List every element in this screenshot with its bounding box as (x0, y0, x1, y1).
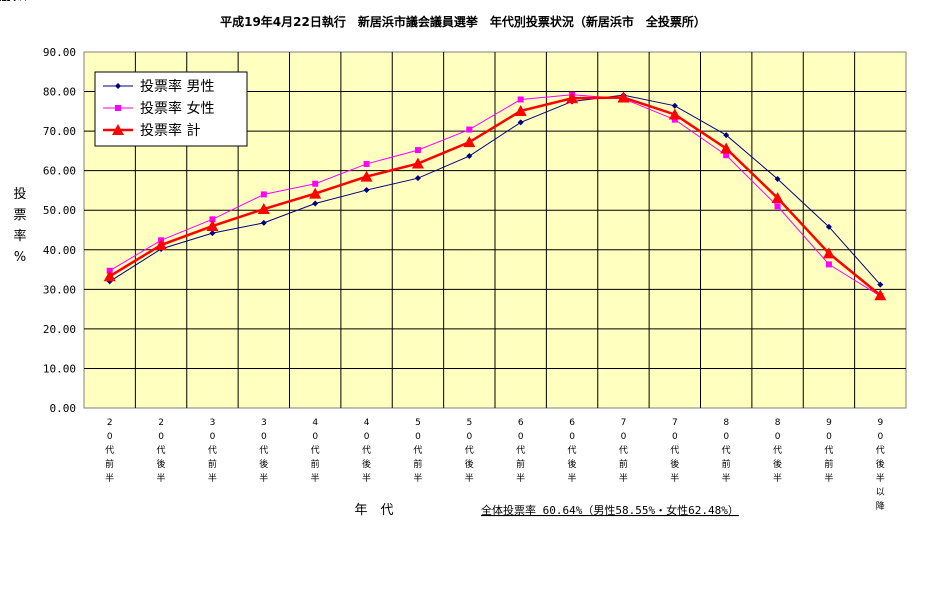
y-tick-label: 40.00 (43, 244, 76, 257)
data-point (206, 220, 219, 232)
y-tick-label: 80.00 (43, 86, 76, 99)
legend-label: 投票率 男性 (140, 78, 214, 95)
chart-title: 平成19年4月22日執行 新居浜市議会議員選挙 年代別投票状況（新居浜市 全投票… (220, 14, 706, 29)
legend-item: 投票率 女性 (103, 100, 214, 117)
data-point (363, 187, 370, 194)
data-point (671, 102, 678, 109)
series-3 (103, 91, 887, 301)
data-point (517, 119, 524, 126)
data-point (723, 152, 730, 159)
data-point (260, 219, 267, 226)
y-tick-label: 20.00 (43, 323, 76, 336)
legend-label: 投票率 女性 (140, 100, 214, 117)
data-point (774, 203, 781, 210)
data-point (260, 191, 267, 198)
data-point (566, 92, 579, 104)
series-line (109, 94, 881, 285)
data-point (209, 216, 216, 223)
data-point (414, 175, 421, 182)
data-point (257, 203, 270, 215)
legend-marker (115, 83, 121, 89)
y-tick-label: 70.00 (43, 125, 76, 138)
legend-marker (112, 124, 124, 135)
data-point (825, 223, 832, 230)
data-point (822, 247, 835, 259)
y-tick-label: 0.00 (50, 402, 77, 415)
data-point (720, 142, 733, 154)
y-axis-label: 投票率% (13, 186, 26, 265)
data-point (411, 157, 424, 169)
data-point (103, 270, 116, 282)
y-tick-label: 10.00 (43, 362, 76, 375)
data-point (363, 160, 370, 167)
overall-turnout-note: 全体投票率 60.64%（男性58.55%・女性62.48%） (481, 503, 739, 517)
data-point (771, 191, 784, 203)
data-point (414, 147, 421, 154)
data-point (312, 180, 319, 187)
y-tick-label: 60.00 (43, 165, 76, 178)
data-point (463, 136, 476, 148)
data-point (671, 116, 678, 123)
x-axis-label: 年 代 (354, 503, 393, 518)
data-point (466, 126, 473, 133)
series-line (109, 94, 881, 297)
data-point (617, 91, 630, 103)
data-point (874, 289, 887, 301)
data-point (312, 200, 319, 207)
series-line (109, 96, 882, 297)
y-tick-label: 30.00 (43, 283, 76, 296)
y-tick-label: 50.00 (43, 204, 76, 217)
data-point (774, 175, 781, 182)
data-point (825, 261, 832, 268)
data-point (668, 108, 681, 120)
data-point (309, 187, 322, 199)
legend-label: 投票率 計 (140, 122, 200, 139)
data-point (466, 153, 473, 160)
legend-item: 投票率 計 (103, 122, 200, 139)
data-point (877, 281, 884, 288)
series-group (103, 91, 887, 301)
data-point (517, 96, 524, 103)
y-axis-ticks: 0.00 10.00 20.00 30.00 40.00 50.00 60.00 70.00 8… (43, 46, 76, 415)
data-point (155, 239, 168, 251)
data-point (514, 104, 527, 116)
legend-marker (115, 105, 121, 111)
data-point (723, 132, 730, 139)
legend-item: 投票率 男性 (103, 78, 214, 95)
y-tick-label: 90.00 (43, 46, 76, 59)
data-point (209, 230, 216, 237)
data-point (360, 170, 373, 182)
